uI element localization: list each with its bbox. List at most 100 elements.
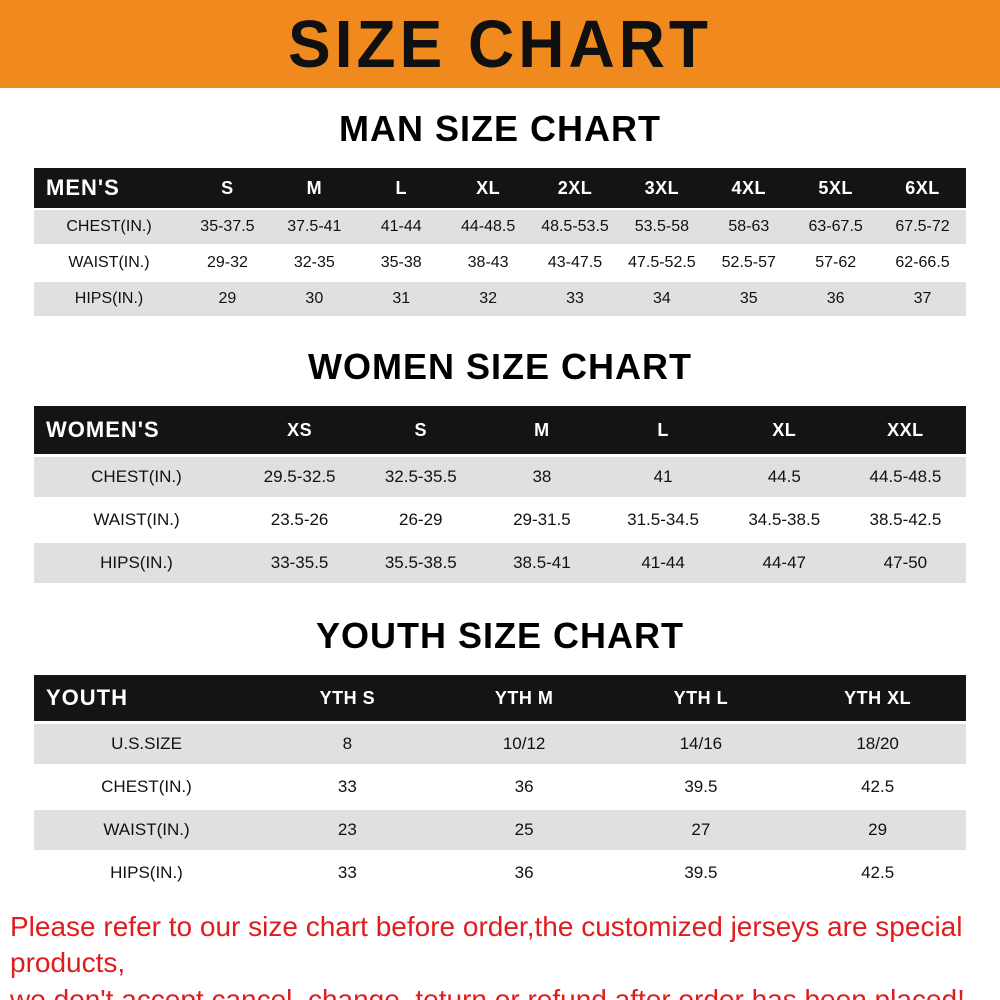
size-cell: 35.5-38.5 — [384, 553, 457, 572]
size-cell: 29 — [868, 820, 888, 839]
size-cell: 42.5 — [861, 777, 895, 796]
size-cell: 29.5-32.5 — [263, 467, 336, 486]
men-column-header: XL — [476, 177, 501, 198]
size-cell: 37 — [913, 290, 932, 307]
size-cell: 58-63 — [728, 218, 770, 235]
row-label: WAIST(IN.) — [93, 510, 180, 529]
youth-column-header: YTH L — [673, 687, 729, 708]
women-column-header: S — [414, 419, 427, 440]
size-cell: 34 — [652, 290, 671, 307]
size-cell: 67.5-72 — [895, 218, 950, 235]
size-cell: 32-35 — [293, 254, 335, 271]
row-label: CHEST(IN.) — [101, 777, 192, 796]
size-cell: 38 — [532, 467, 552, 486]
size-cell: 36 — [514, 777, 534, 796]
size-cell: 42.5 — [861, 863, 895, 882]
size-cell: 44.5 — [767, 467, 801, 486]
size-cell: 63-67.5 — [808, 218, 863, 235]
women-table-title: WOMEN'S — [46, 417, 160, 442]
size-cell: 26-29 — [399, 510, 443, 529]
size-cell: 41-44 — [380, 218, 422, 235]
men-column-header: 5XL — [818, 177, 853, 198]
size-cell: 38.5-41 — [513, 553, 571, 572]
women-column-header: L — [657, 419, 669, 440]
size-cell: 29 — [218, 290, 237, 307]
men-column-header: 2XL — [557, 177, 593, 198]
size-cell: 48.5-53.5 — [541, 218, 609, 235]
women-column-header: XS — [287, 419, 313, 440]
man-section-heading: MAN SIZE CHART — [339, 108, 661, 149]
size-cell: 43-47.5 — [547, 254, 603, 271]
size-cell: 32 — [479, 290, 497, 307]
row-label: WAIST(IN.) — [103, 820, 190, 839]
youth-size-table: YOUTH YTH S YTH M YTH L YTH XL U.S.SIZE … — [34, 675, 966, 893]
youth-column-header: YTH XL — [844, 687, 912, 708]
men-chest-row: CHEST(IN.) 35-37.5 37.5-41 41-44 44-48.5… — [34, 210, 966, 244]
size-cell: 33-35.5 — [270, 553, 329, 572]
size-cell: 35-37.5 — [200, 218, 255, 235]
row-label: CHEST(IN.) — [91, 467, 182, 486]
size-cell: 36 — [826, 290, 845, 307]
size-cell: 36 — [514, 863, 534, 882]
row-label: U.S.SIZE — [111, 734, 182, 753]
row-label: WAIST(IN.) — [68, 254, 150, 271]
men-table-title: MEN'S — [46, 175, 120, 200]
size-cell: 8 — [342, 734, 353, 753]
women-column-header: XL — [772, 419, 797, 440]
women-column-header: XXL — [887, 419, 924, 440]
row-label: HIPS(IN.) — [74, 290, 144, 307]
row-label: CHEST(IN.) — [66, 218, 152, 235]
size-cell: 38.5-42.5 — [869, 510, 942, 529]
row-label: HIPS(IN.) — [100, 553, 173, 572]
size-cell: 44.5-48.5 — [869, 467, 942, 486]
youth-ussize-row: U.S.SIZE 8 10/12 14/16 18/20 — [34, 724, 966, 764]
size-cell: 27 — [691, 820, 711, 839]
order-notice-line2: we don't accept cancel, change, teturn o… — [10, 983, 965, 1000]
size-cell: 34.5-38.5 — [748, 510, 821, 529]
women-column-header: M — [534, 419, 550, 440]
size-chart-banner: SIZE CHART — [0, 0, 1000, 88]
page-title: SIZE CHART — [288, 6, 712, 82]
men-column-header: 6XL — [905, 177, 940, 198]
men-table-header-row: MEN'S S M L XL 2XL 3XL 4XL 5XL 6XL — [34, 168, 966, 208]
size-cell: 41 — [653, 467, 673, 486]
men-waist-row: WAIST(IN.) 29-32 32-35 35-38 38-43 43-47… — [34, 246, 966, 280]
size-cell: 14/16 — [679, 734, 723, 753]
size-cell: 39.5 — [684, 863, 718, 882]
size-cell: 32.5-35.5 — [384, 467, 457, 486]
size-cell: 31 — [392, 290, 411, 307]
size-cell: 41-44 — [641, 553, 685, 572]
men-hips-row: HIPS(IN.) 29 30 31 32 33 34 35 36 37 — [34, 282, 966, 316]
order-notice-line1: Please refer to our size chart before or… — [10, 911, 963, 979]
youth-table-header-row: YOUTH YTH S YTH M YTH L YTH XL — [34, 675, 966, 721]
youth-hips-row: HIPS(IN.) 33 36 39.5 42.5 — [34, 853, 966, 893]
size-cell: 23 — [337, 820, 357, 839]
size-cell: 52.5-57 — [721, 254, 776, 271]
size-cell: 33 — [337, 863, 357, 882]
size-cell: 39.5 — [684, 777, 718, 796]
youth-section-heading: YOUTH SIZE CHART — [315, 615, 684, 656]
men-column-header: L — [395, 177, 407, 198]
size-cell: 57-62 — [815, 254, 857, 271]
women-hips-row: HIPS(IN.) 33-35.5 35.5-38.5 38.5-41 41-4… — [34, 543, 966, 583]
size-cell: 31.5-34.5 — [627, 510, 699, 529]
women-table-header-row: WOMEN'S XS S M L XL XXL — [34, 406, 966, 454]
size-cell: 23.5-26 — [270, 510, 329, 529]
size-cell: 37.5-41 — [287, 218, 342, 235]
women-waist-row: WAIST(IN.) 23.5-26 26-29 29-31.5 31.5-34… — [34, 500, 966, 540]
size-cell: 35-38 — [380, 254, 422, 271]
women-section-heading: WOMEN SIZE CHART — [308, 346, 692, 387]
size-cell: 33 — [566, 290, 584, 307]
men-column-header: S — [221, 177, 234, 198]
size-cell: 47.5-52.5 — [628, 254, 696, 271]
size-cell: 10/12 — [502, 734, 546, 753]
size-cell: 33 — [337, 777, 357, 796]
youth-column-header: YTH M — [494, 687, 554, 708]
size-cell: 62-66.5 — [895, 254, 950, 271]
size-cell: 47-50 — [883, 553, 928, 572]
youth-waist-row: WAIST(IN.) 23 25 27 29 — [34, 810, 966, 850]
women-size-table: WOMEN'S XS S M L XL XXL CHEST(IN.) 29.5-… — [34, 406, 966, 583]
size-cell: 35 — [739, 290, 758, 307]
size-cell: 18/20 — [856, 734, 899, 753]
